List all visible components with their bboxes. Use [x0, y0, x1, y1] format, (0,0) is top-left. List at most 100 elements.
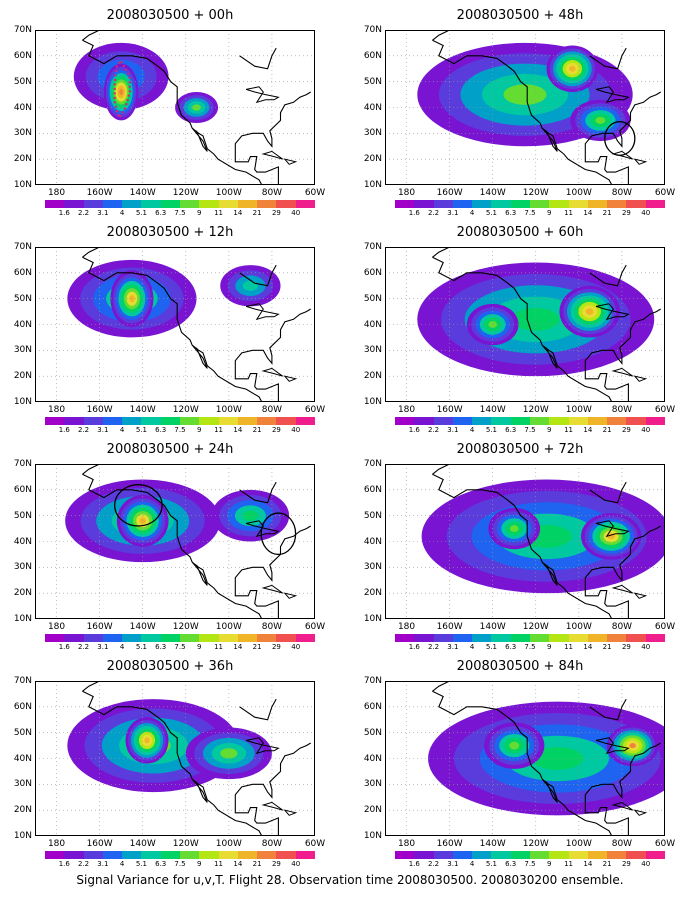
lon-label: 100W	[215, 622, 242, 632]
coastline	[245, 303, 280, 321]
figure-caption: Signal Variance for u,v,T. Flight 28. Ob…	[76, 873, 624, 887]
colorbar-label: 4	[469, 860, 475, 868]
lat-label: 70N	[363, 459, 382, 469]
colorbar-label: 11	[564, 643, 574, 651]
colorbar-label: 29	[271, 643, 281, 651]
colorbar-label: 3.1	[447, 426, 459, 434]
lat-label: 50N	[13, 293, 32, 304]
colorbar-swatch	[587, 851, 608, 859]
colorbar-label: 6.3	[505, 209, 517, 217]
lon-label: 160W	[436, 405, 463, 415]
lon-label: 180	[397, 622, 416, 632]
coastline	[589, 264, 627, 287]
coastline	[584, 742, 661, 836]
colorbar-label: 5.1	[485, 643, 497, 651]
colorbar-label: 29	[271, 209, 281, 217]
highlight-circle	[114, 484, 163, 527]
colorbar-label: 14	[233, 860, 243, 868]
lon-label: 120W	[172, 188, 199, 198]
colorbar-swatch	[452, 634, 473, 642]
colorbar-label: 3.1	[447, 643, 459, 651]
colorbar-label: 3.1	[97, 643, 109, 651]
colorbar-swatch	[160, 200, 180, 208]
colorbar-swatch	[491, 417, 511, 425]
highlight-circle	[260, 512, 297, 556]
colorbar-label: 2.2	[427, 860, 440, 868]
lon-label: 160W	[436, 839, 463, 849]
colorbar-label: 5.1	[135, 643, 147, 651]
lon-label: 140W	[129, 839, 156, 849]
lat-label: 50N	[13, 510, 32, 521]
colorbar-label: 2.2	[77, 643, 90, 651]
coastline	[191, 344, 208, 369]
colorbar-swatch	[237, 634, 258, 642]
lat-label: 30N	[363, 779, 382, 790]
lat-label: 30N	[13, 779, 32, 790]
colorbar-swatch	[295, 851, 315, 859]
variance-contour	[488, 321, 497, 328]
lon-label: 60W	[304, 405, 326, 415]
colorbar-swatch	[276, 200, 296, 208]
variance-contour	[585, 308, 594, 315]
lon-label: 60W	[304, 188, 326, 198]
colorbar-label: 21	[602, 209, 612, 217]
colorbar-swatch	[122, 851, 142, 859]
lat-label: 50N	[363, 727, 382, 738]
map-panel: 2008030500 + 24h 70N 60N 50N 40N 30N 20N 10N 180…	[0, 442, 340, 657]
colorbar-swatch	[237, 200, 258, 208]
colorbar-swatch	[141, 851, 161, 859]
colorbar-label: 40	[641, 643, 651, 651]
colorbar-label: 40	[641, 860, 651, 868]
coastline	[541, 127, 558, 152]
colorbar-swatch	[102, 417, 123, 425]
colorbar	[45, 851, 315, 859]
colorbar-label: 9	[547, 860, 552, 868]
coastline	[261, 367, 283, 377]
lat-label: 30N	[13, 128, 32, 139]
lon-label: 80W	[611, 405, 633, 415]
colorbar-swatch	[414, 417, 434, 425]
colorbar-swatch	[276, 634, 296, 642]
colorbar-swatch	[549, 417, 569, 425]
colorbar-label: 21	[252, 643, 262, 651]
colorbar-swatch	[295, 634, 315, 642]
colorbar-swatch	[549, 634, 569, 642]
variance-contour	[503, 84, 547, 105]
colorbar	[45, 200, 315, 208]
colorbar-label: 9	[547, 426, 552, 434]
lat-label: 60N	[363, 701, 382, 712]
colorbar-swatch	[645, 851, 665, 859]
coastline	[541, 344, 558, 369]
colorbar-label: 29	[621, 426, 631, 434]
colorbar-label: 2.2	[427, 643, 440, 651]
colorbar-label: 9	[547, 209, 552, 217]
colorbar-label: 14	[583, 209, 593, 217]
colorbar-label: 4	[119, 860, 125, 868]
coastline	[432, 464, 450, 475]
lat-label: 10N	[363, 831, 382, 841]
variance-contour	[569, 65, 576, 72]
coastline	[633, 375, 648, 382]
coastline	[541, 561, 558, 586]
panel-title: 2008030500 + 36h	[106, 659, 234, 674]
coastline	[589, 698, 627, 721]
map-panel: 2008030500 + 12h 70N 60N 50N 40N 30N 20N 10N 180…	[0, 225, 340, 440]
coastline	[432, 30, 450, 41]
variance-contour	[242, 510, 259, 521]
coastline	[633, 809, 648, 816]
colorbar-swatch	[141, 417, 161, 425]
lat-label: 10N	[13, 397, 32, 407]
colorbar-swatch	[218, 200, 238, 208]
colorbar-swatch	[45, 634, 65, 642]
coastline	[245, 520, 280, 538]
lon-label: 140W	[479, 622, 506, 632]
lon-label: 80W	[611, 188, 633, 198]
panel-title: 2008030500 + 24h	[106, 442, 234, 457]
lat-label: 50N	[363, 510, 382, 521]
colorbar-swatch	[472, 200, 492, 208]
coastline	[584, 525, 661, 619]
colorbar-label: 40	[291, 643, 301, 651]
lon-label: 160W	[436, 622, 463, 632]
colorbar-swatch	[64, 851, 84, 859]
coastline	[261, 584, 283, 594]
